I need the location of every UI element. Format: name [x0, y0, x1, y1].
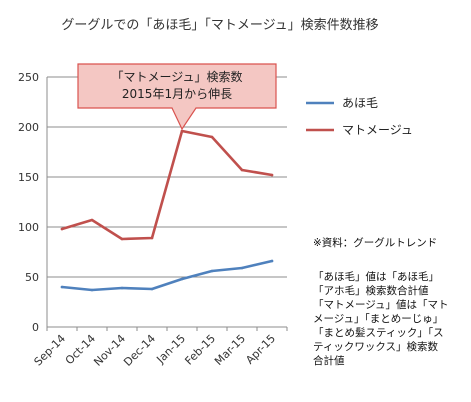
- data-point: [270, 259, 274, 263]
- data-point: [90, 218, 94, 222]
- y-tick-label: 250: [18, 71, 39, 84]
- y-tick-label: 100: [18, 221, 39, 234]
- x-tick-label: Sep-14: [32, 332, 69, 369]
- callout-text: 2015年1月から伸長: [122, 87, 232, 101]
- callout-text: 「マトメージュ」検索数: [112, 69, 243, 84]
- x-tick-label: Mar-15: [212, 332, 248, 368]
- data-point: [60, 227, 64, 231]
- series-line-1: [60, 259, 274, 292]
- details-note-line: 「あほ毛」値は「あほ毛」: [313, 271, 439, 283]
- data-point: [90, 288, 94, 292]
- data-point: [210, 135, 214, 139]
- axes: [46, 77, 288, 331]
- details-note-line: 「アホ毛」検索数合計値: [313, 285, 429, 297]
- data-point: [150, 287, 154, 291]
- data-point: [240, 266, 244, 270]
- source-note: ※資料：グーグルトレンド: [313, 237, 438, 249]
- legend-label: あほ毛: [342, 96, 378, 110]
- annotation-callout: 「マトメージュ」検索数 2015年1月から伸長: [77, 63, 277, 131]
- data-point: [180, 129, 184, 133]
- legend-label: マトメージュ: [342, 123, 413, 137]
- x-tick-label: Feb-15: [182, 332, 218, 368]
- x-tick-label: Nov-14: [91, 332, 128, 369]
- y-tick-label: 150: [18, 171, 39, 184]
- series-lines: [60, 129, 274, 292]
- series-line-2: [60, 129, 274, 241]
- data-point: [270, 173, 274, 177]
- x-tick-label: Jan-15: [154, 332, 189, 367]
- data-point: [180, 277, 184, 281]
- details-note-line: メージュ」「まとめーじゅ」: [313, 313, 444, 325]
- x-tick-labels: Sep-14Oct-14Nov-14Dec-14Jan-15Feb-15Mar-…: [32, 332, 279, 369]
- details-note-line: 「マトメージュ」値は「マト: [313, 299, 449, 311]
- details-note: 「あほ毛」値は「あほ毛」 「アホ毛」検索数合計値「マトメージュ」値は「マト メージュ…: [313, 270, 449, 368]
- details-note-line: 「まとめ髪スティック」「ス: [313, 327, 444, 339]
- details-note-line: ティックワックス」検索数: [313, 341, 439, 353]
- y-tick-label: 0: [32, 321, 39, 334]
- x-tick-label: Apr-15: [243, 332, 278, 367]
- details-note-line: 合計値: [313, 355, 345, 367]
- data-point: [60, 285, 64, 289]
- data-point: [120, 286, 124, 290]
- data-point: [150, 236, 154, 240]
- y-tick-label: 50: [25, 271, 39, 284]
- y-tick-label: 200: [18, 121, 39, 134]
- chart-title: グーグルでの「あほ毛」「マトメージュ」検索件数推移: [61, 18, 378, 33]
- x-tick-label: Dec-14: [121, 332, 158, 369]
- data-point: [120, 237, 124, 241]
- y-tick-labels: 0 50 100 150 200 250: [18, 71, 39, 334]
- data-point: [240, 168, 244, 172]
- callout-box: [77, 63, 277, 131]
- data-point: [210, 269, 214, 273]
